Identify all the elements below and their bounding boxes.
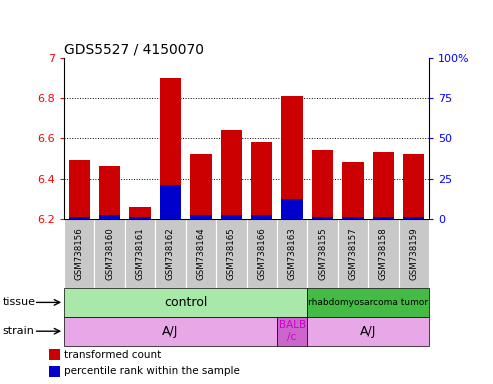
Text: GSM738161: GSM738161 <box>136 227 144 280</box>
Bar <box>342 162 363 219</box>
Text: GSM738157: GSM738157 <box>349 227 357 280</box>
Bar <box>190 154 211 219</box>
Bar <box>160 185 181 219</box>
Bar <box>312 217 333 219</box>
Text: GSM738159: GSM738159 <box>409 227 418 280</box>
Bar <box>69 217 90 219</box>
Text: tissue: tissue <box>2 297 35 308</box>
Text: GSM738163: GSM738163 <box>287 227 297 280</box>
Bar <box>312 151 333 219</box>
Text: percentile rank within the sample: percentile rank within the sample <box>64 366 240 376</box>
Bar <box>282 96 303 219</box>
Bar <box>190 215 211 219</box>
Bar <box>160 78 181 219</box>
Text: A/J: A/J <box>360 325 376 338</box>
Bar <box>373 152 394 219</box>
Bar <box>186 219 216 288</box>
Bar <box>130 207 151 219</box>
Bar <box>49 366 60 377</box>
Text: rhabdomyosarcoma tumor: rhabdomyosarcoma tumor <box>308 298 428 307</box>
Bar <box>338 219 368 288</box>
Text: control: control <box>164 296 208 309</box>
Bar <box>130 217 151 219</box>
Text: GSM738162: GSM738162 <box>166 227 175 280</box>
Bar <box>282 199 303 219</box>
Bar <box>64 317 277 346</box>
Text: GSM738165: GSM738165 <box>227 227 236 280</box>
Bar <box>216 219 246 288</box>
Bar <box>99 215 120 219</box>
Text: strain: strain <box>2 326 35 336</box>
Bar <box>307 219 338 288</box>
Bar <box>307 288 429 317</box>
Bar <box>373 217 394 219</box>
Bar <box>342 217 363 219</box>
Text: BALB
/c: BALB /c <box>279 320 306 342</box>
Text: GSM738158: GSM738158 <box>379 227 388 280</box>
Bar <box>403 154 424 219</box>
Bar <box>221 215 242 219</box>
Bar <box>403 217 424 219</box>
Bar <box>277 317 307 346</box>
Text: transformed count: transformed count <box>64 349 161 359</box>
Bar <box>99 167 120 219</box>
Bar <box>221 130 242 219</box>
Bar <box>251 215 272 219</box>
Bar <box>155 219 186 288</box>
Bar <box>64 219 95 288</box>
Bar <box>125 219 155 288</box>
Text: GSM738160: GSM738160 <box>105 227 114 280</box>
Text: GDS5527 / 4150070: GDS5527 / 4150070 <box>64 43 204 56</box>
Text: GSM738155: GSM738155 <box>318 227 327 280</box>
Text: GSM738164: GSM738164 <box>196 227 206 280</box>
Bar <box>368 219 398 288</box>
Bar <box>69 161 90 219</box>
Text: A/J: A/J <box>162 325 178 338</box>
Bar <box>398 219 429 288</box>
Bar <box>95 219 125 288</box>
Bar <box>246 219 277 288</box>
Bar <box>307 317 429 346</box>
Text: GSM738166: GSM738166 <box>257 227 266 280</box>
Bar <box>251 142 272 219</box>
Bar <box>49 349 60 360</box>
Text: GSM738156: GSM738156 <box>75 227 84 280</box>
Bar <box>64 288 307 317</box>
Bar <box>277 219 307 288</box>
